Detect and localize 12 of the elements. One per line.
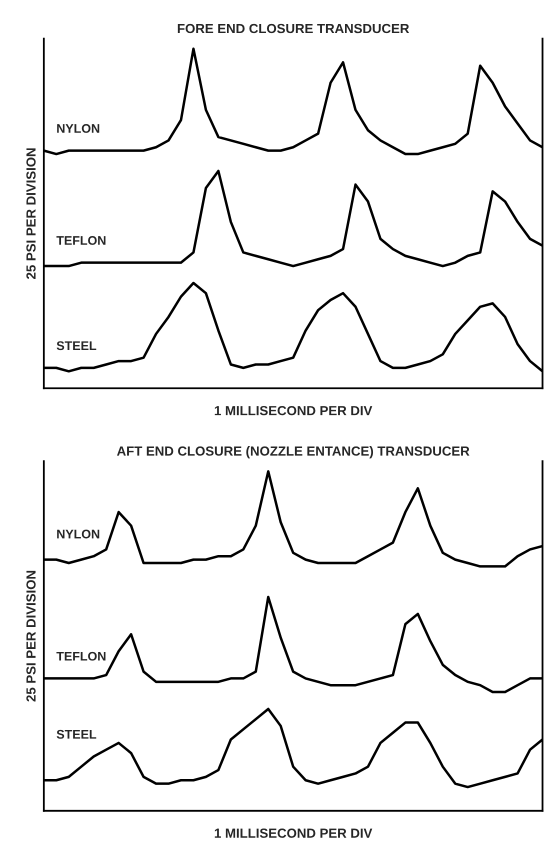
series-label: NYLON: [57, 124, 100, 133]
x-axis-title: 1 MILLISECOND PER DIV: [214, 828, 372, 838]
y-axis-title: 25 PSI PER DIVISION: [26, 570, 36, 702]
series-label: TEFLON: [56, 236, 106, 245]
series-label: TEFLON: [56, 652, 106, 661]
y-axis-title: 25 PSI PER DIVISION: [26, 148, 36, 279]
chart-title: AFT END CLOSURE (NOZZLE ENTANCE) TRANSDUCER: [116, 446, 470, 458]
series-label: STEEL: [56, 341, 96, 350]
series-label: STEEL: [56, 730, 96, 739]
x-axis-title: 1 MILLISECOND PER DIV: [214, 406, 372, 416]
chart-title: FORE END CLOSURE TRANSDUCER: [178, 24, 410, 34]
series-label: NYLON: [57, 530, 100, 538]
